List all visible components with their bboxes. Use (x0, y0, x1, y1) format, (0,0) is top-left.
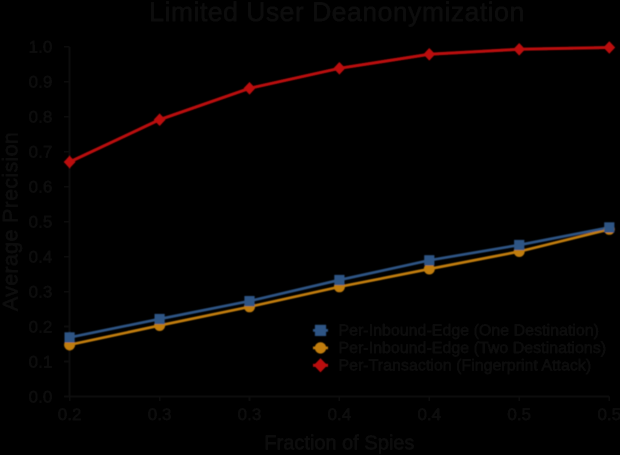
svg-text:0.1: 0.1 (29, 353, 53, 372)
svg-text:0.4: 0.4 (328, 405, 352, 424)
svg-text:0.3: 0.3 (29, 283, 53, 302)
svg-text:0.7: 0.7 (29, 143, 53, 162)
svg-text:Per-Inbound-Edge (One Destinat: Per-Inbound-Edge (One Destination) (338, 322, 599, 339)
svg-text:Average Precision: Average Precision (0, 132, 23, 311)
svg-text:0.6: 0.6 (29, 178, 53, 197)
svg-text:0.8: 0.8 (29, 108, 53, 127)
svg-text:0.5: 0.5 (507, 405, 531, 424)
svg-text:0.9: 0.9 (29, 73, 53, 92)
svg-text:1.0: 1.0 (29, 38, 53, 57)
svg-text:Limited User Deanonymization: Limited User Deanonymization (149, 0, 524, 27)
svg-text:Fraction of Spies: Fraction of Spies (264, 433, 414, 455)
svg-text:Per-Transaction (Fingerprint A: Per-Transaction (Fingerprint Attack) (338, 357, 591, 374)
svg-text:0.5: 0.5 (597, 405, 620, 424)
svg-text:0.5: 0.5 (29, 213, 53, 232)
svg-text:0.0: 0.0 (29, 388, 53, 407)
svg-text:0.2: 0.2 (29, 318, 53, 337)
svg-text:0.3: 0.3 (238, 405, 262, 424)
svg-text:0.4: 0.4 (29, 248, 53, 267)
svg-text:Per-Inbound-Edge (Two Destinat: Per-Inbound-Edge (Two Destinations) (338, 340, 606, 357)
svg-text:0.3: 0.3 (148, 405, 172, 424)
svg-text:0.4: 0.4 (417, 405, 441, 424)
svg-text:0.2: 0.2 (58, 405, 82, 424)
